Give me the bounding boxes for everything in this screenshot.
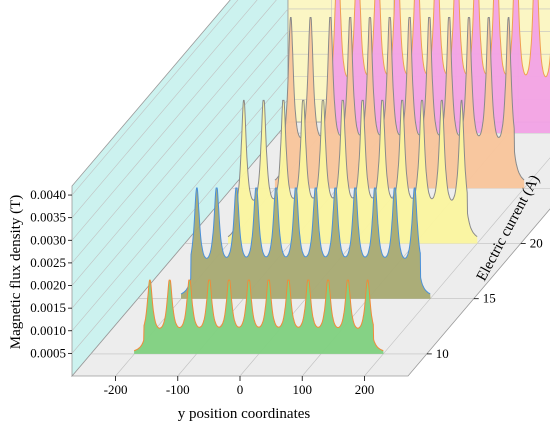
grid-line-side — [71, 99, 289, 354]
chart-axes: -200 -100 0 100 200 0.0005 0.0010 0.0015 0.0020 0… — [30, 187, 543, 397]
y-tick-label: 0.0020 — [30, 278, 66, 293]
series-10A — [133, 279, 384, 354]
x-tick-label: 100 — [292, 382, 312, 397]
grid-line-side — [71, 8, 289, 264]
y-tick-label: 0.0030 — [30, 232, 66, 247]
z-tick-label: 20 — [530, 235, 543, 250]
x-tick-label: 200 — [355, 382, 375, 397]
x-tick-label: 0 — [237, 382, 244, 397]
grid-line-side — [71, 0, 277, 241]
y-tick-label: 0.0005 — [30, 345, 66, 360]
grid-line-side — [71, 31, 289, 286]
y-tick-label: 0.0035 — [30, 210, 66, 225]
y-axis-title: Magnetic flux density (T) — [8, 195, 24, 350]
x-axis-title: y position coordinates — [178, 406, 311, 422]
series-area — [134, 280, 384, 354]
x-tick-label: -200 — [104, 382, 128, 397]
series-30A — [321, 0, 550, 133]
series-15A — [180, 187, 431, 299]
series-line — [227, 99, 478, 238]
series-line — [133, 279, 384, 352]
y-tick-label: 0.0015 — [30, 300, 66, 315]
series-layer — [133, 0, 550, 354]
grid-line-side — [71, 0, 258, 218]
x-tick-label: -100 — [166, 382, 190, 397]
series-area — [321, 0, 550, 133]
grid-line-side — [71, 76, 289, 331]
y-tick-label: 0.0010 — [30, 323, 66, 338]
grid-line-side — [71, 0, 239, 196]
y-tick-label: 0.0040 — [30, 187, 66, 202]
series-line — [180, 187, 431, 295]
grid-line-floor-x — [364, 157, 550, 377]
grid-line-side — [71, 53, 289, 309]
z-tick-label: 15 — [483, 291, 496, 306]
y-tick-label: 0.0025 — [30, 255, 66, 270]
series-area — [181, 188, 431, 299]
z-tick-label: 10 — [436, 346, 449, 361]
